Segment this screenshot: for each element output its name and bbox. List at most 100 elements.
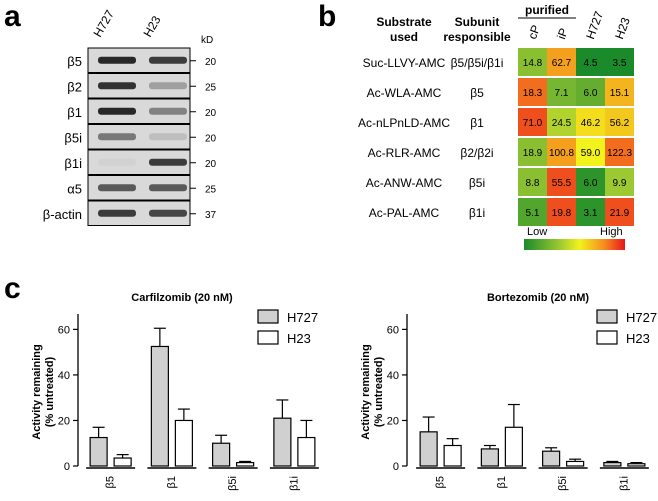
legend-swatch-h727 xyxy=(257,309,279,324)
legend-label-h727: H727 xyxy=(626,310,657,325)
blot-label-actin: β-actin xyxy=(43,207,82,222)
heat-value-ac-rlr-amc-ip: 100.8 xyxy=(549,148,574,159)
purified-header: purified xyxy=(525,3,569,17)
heat-cell-ac-nlpnld-amc-cp xyxy=(518,108,547,136)
legend-swatch-h23 xyxy=(596,330,618,345)
y-tick-label-60: 60 xyxy=(387,324,399,336)
kd-value-5: 25 xyxy=(205,184,217,195)
y-tick-label-0: 0 xyxy=(393,461,399,473)
blot-band-1i-lane1 xyxy=(98,158,136,166)
blot-band-5i-lane2 xyxy=(149,133,187,141)
subunit-ac-rlr-amc: β2/β2i xyxy=(460,146,493,160)
legend-label-h23: H23 xyxy=(626,331,650,346)
kd-value-1: 20 xyxy=(205,108,217,119)
heatmap-column-cp: cP xyxy=(525,23,543,41)
y-tick-label-60: 60 xyxy=(58,324,70,336)
heat-cell-suc-llvy-amc-ip xyxy=(547,48,576,76)
heatmap-column-h727: H727 xyxy=(583,9,606,41)
y-axis-label: Activity remaining(% untreated) xyxy=(360,344,385,439)
blot-label-1: β1 xyxy=(67,105,82,120)
x-tick-label-2: β5i xyxy=(227,476,239,491)
blot-band-5i-lane1 xyxy=(98,133,136,141)
substrate-suc-llvy-amc: Suc-LLVY-AMC xyxy=(363,56,446,70)
blot-band-2-lane1 xyxy=(98,82,136,90)
kd-value-2: 25 xyxy=(205,82,217,93)
heat-cell-suc-llvy-amc-cp xyxy=(518,48,547,76)
x-tick-label-3: β1i xyxy=(288,476,300,491)
y-tick-label-40: 40 xyxy=(387,370,399,382)
panel-b-letter: b xyxy=(318,0,336,33)
heat-value-ac-rlr-amc-h727: 59.0 xyxy=(581,148,601,159)
heat-cell-ac-nlpnld-amc-ip xyxy=(547,108,576,136)
blot-label-5: α5 xyxy=(67,181,82,196)
heat-value-ac-anw-amc-h23: 9.9 xyxy=(613,178,627,189)
heatmap-color-legend xyxy=(524,239,625,250)
heat-cell-ac-wla-amc-h727 xyxy=(576,78,605,106)
heat-cell-ac-rlr-amc-cp xyxy=(518,138,547,166)
bar-h23-0 xyxy=(443,444,462,467)
heat-value-ac-rlr-amc-h23: 122.3 xyxy=(607,148,632,159)
blot-rows: β5 20 β2 25 β1 20 β5i 20 β1i 20 α5 25 β-actin 37 xyxy=(43,47,217,226)
lane-label-h23: H23 xyxy=(140,13,163,39)
lane-label-h727: H727 xyxy=(90,7,117,39)
legend-low-label: Low xyxy=(527,226,547,238)
bortezomib-chart: Bortezomib (20 nM) Activity remaining(% u… xyxy=(360,292,657,491)
heat-value-ac-nlpnld-amc-cp: 71.0 xyxy=(523,118,543,129)
y-tick-label-20: 20 xyxy=(387,415,399,427)
heat-value-ac-nlpnld-amc-h23: 56.2 xyxy=(610,118,630,129)
x-tick-label-3: β1i xyxy=(618,476,630,491)
substrate-ac-rlr-amc: Ac-RLR-AMC xyxy=(368,146,441,160)
legend-label-h727: H727 xyxy=(287,310,318,325)
heat-cell-suc-llvy-amc-h23 xyxy=(605,48,634,76)
y-axis-label: Activity remaining(% untreated) xyxy=(31,344,56,439)
bar-h23-2 xyxy=(236,461,255,467)
y-tick-label-0: 0 xyxy=(64,461,70,473)
legend-swatch-h23 xyxy=(257,330,279,345)
heat-cell-ac-pal-amc-ip xyxy=(547,198,576,226)
blot-band-1i-lane2 xyxy=(149,158,187,166)
substrate-ac-nlpnld-amc: Ac-nLPnLD-AMC xyxy=(358,116,450,130)
blot-label-5: β5 xyxy=(67,54,82,69)
panel-c-bar-charts: c Carfilzomib (20 nM) Activity remaining(… xyxy=(4,272,657,491)
chart-title: Bortezomib (20 nM) xyxy=(487,292,589,304)
chart-title: Carfilzomib (20 nM) xyxy=(131,292,233,304)
x-tick-label-0: β5 xyxy=(435,476,447,488)
heat-value-ac-pal-amc-h727: 3.1 xyxy=(584,208,598,219)
substrate-ac-wla-amc: Ac-WLA-AMC xyxy=(367,86,442,100)
blot-band-5-lane1 xyxy=(98,184,136,192)
kd-value-1i: 20 xyxy=(205,159,217,170)
heat-cell-ac-anw-amc-h23 xyxy=(605,168,634,196)
y-tick-label-20: 20 xyxy=(58,415,70,427)
x-tick-label-1: β1 xyxy=(166,476,178,488)
heat-value-ac-wla-amc-h23: 15.1 xyxy=(610,88,630,99)
heat-value-ac-anw-amc-cp: 8.8 xyxy=(526,178,540,189)
heat-cell-suc-llvy-amc-h727 xyxy=(576,48,605,76)
bar-h727-3 xyxy=(273,417,292,467)
x-tick-label-2: β5i xyxy=(557,476,569,491)
blot-label-2: β2 xyxy=(67,79,82,94)
heat-value-suc-llvy-amc-cp: 14.8 xyxy=(523,58,543,69)
heat-cell-ac-nlpnld-amc-h727 xyxy=(576,108,605,136)
kd-value-5: 20 xyxy=(205,57,217,68)
heat-cell-ac-pal-amc-cp xyxy=(518,198,547,226)
bar-h727-0 xyxy=(89,436,108,467)
subunit-ac-nlpnld-amc: β1 xyxy=(470,116,484,130)
subunit-ac-wla-amc: β5 xyxy=(470,86,484,100)
bar-h23-2 xyxy=(566,460,585,467)
bar-h727-2 xyxy=(212,442,231,467)
blot-band-5-lane1 xyxy=(98,56,136,64)
heat-value-ac-pal-amc-cp: 5.1 xyxy=(526,208,540,219)
heatmap-rows: Suc-LLVY-AMC β5/β5i/β1i 14.8 62.7 4.5 3.5 Ac-W… xyxy=(358,48,634,226)
bar-h727-0 xyxy=(419,431,438,467)
blot-band-1-lane1 xyxy=(98,107,136,115)
blot-band-5-lane2 xyxy=(149,184,187,192)
heat-cell-ac-wla-amc-h23 xyxy=(605,78,634,106)
heat-cell-ac-pal-amc-h23 xyxy=(605,198,634,226)
heat-value-ac-pal-amc-ip: 19.8 xyxy=(552,208,572,219)
bar-h727-1 xyxy=(150,345,169,467)
heat-value-ac-nlpnld-amc-ip: 24.5 xyxy=(552,118,572,129)
heat-cell-ac-pal-amc-h727 xyxy=(576,198,605,226)
heat-cell-ac-anw-amc-ip xyxy=(547,168,576,196)
